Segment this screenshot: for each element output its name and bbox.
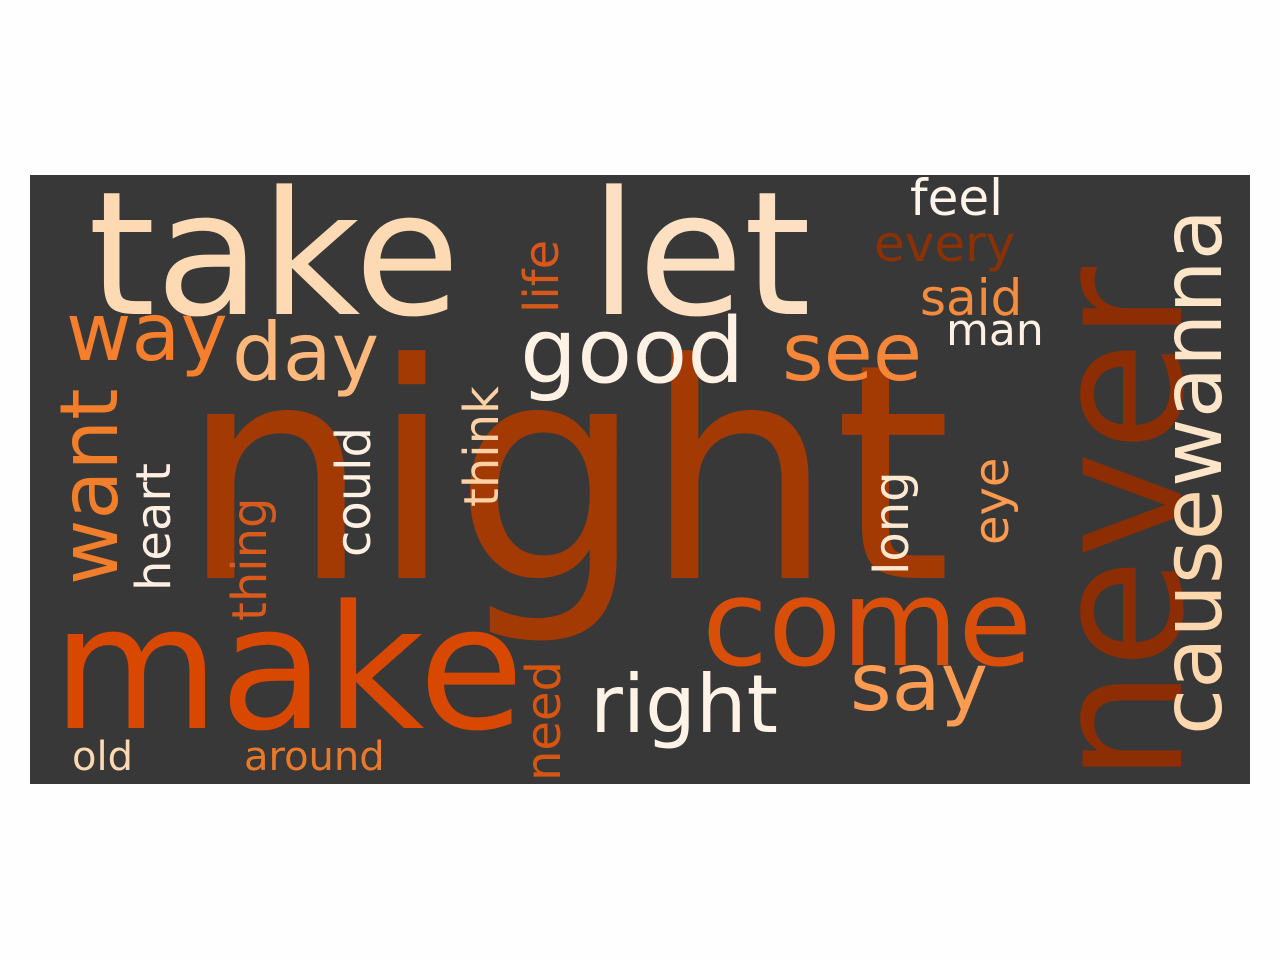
word-man: man	[946, 305, 1044, 356]
word-need: need	[516, 661, 572, 781]
word-right: right	[590, 658, 778, 751]
word-make: make	[52, 568, 525, 769]
word-cause: cause	[1143, 488, 1241, 735]
word-take: take	[88, 175, 461, 355]
word-life: life	[514, 239, 570, 313]
word-said: said	[920, 269, 1023, 327]
word-feel: feel	[910, 175, 1004, 227]
word-way: way	[66, 286, 228, 379]
word-think: think	[454, 386, 510, 507]
word-wanna: wanna	[1143, 208, 1241, 487]
word-eye: eye	[964, 457, 1020, 545]
word-let: let	[590, 175, 812, 355]
word-every: every	[874, 215, 1016, 273]
word-long: long	[864, 471, 920, 575]
word-say: say	[850, 636, 989, 729]
word-come: come	[702, 555, 1033, 694]
word-could: could	[326, 427, 382, 557]
word-old: old	[72, 734, 133, 780]
word-cloud-panel: night take let make come good right day …	[30, 175, 1250, 784]
word-thing: thing	[222, 497, 278, 621]
word-want: want	[43, 388, 136, 585]
word-heart: heart	[126, 463, 182, 591]
word-around: around	[244, 734, 385, 780]
word-see: see	[782, 306, 923, 399]
word-good: good	[520, 299, 745, 404]
word-night: night	[180, 300, 952, 649]
word-day: day	[232, 306, 380, 399]
